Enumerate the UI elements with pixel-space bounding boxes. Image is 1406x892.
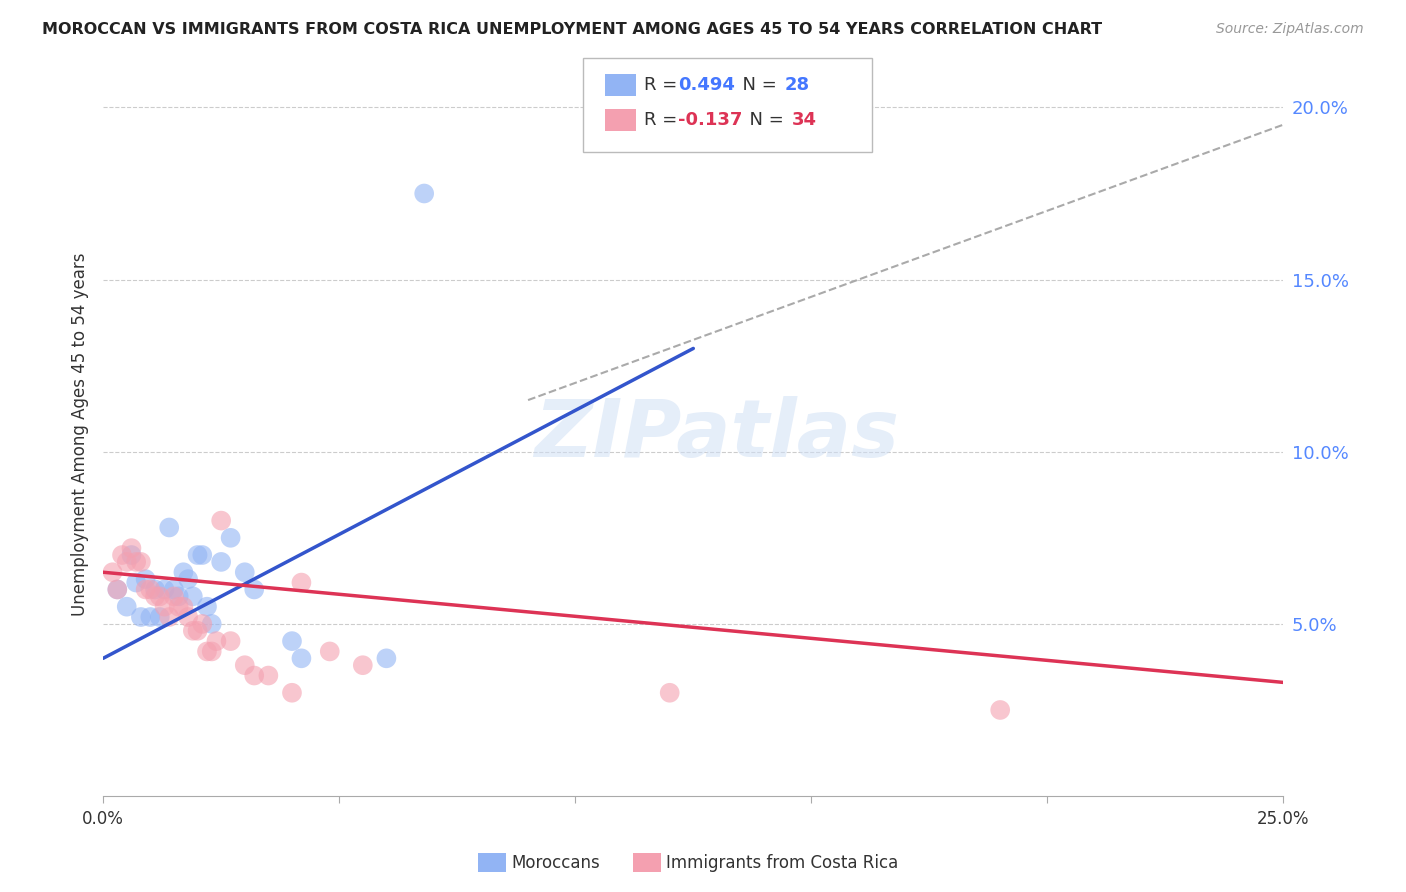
Point [129,555,152,569]
Point [139,582,162,597]
Point [257,668,280,682]
Point [219,634,242,648]
Point [157,610,180,624]
Text: Immigrants from Costa Rica: Immigrants from Costa Rica [666,854,898,871]
Point [129,610,152,624]
Point [167,599,190,614]
Point [988,703,1011,717]
Text: ZIPatlas: ZIPatlas [534,395,900,474]
Point [177,572,200,586]
Point [233,658,256,673]
Point [181,624,204,638]
Point [191,616,214,631]
Point [120,548,142,562]
Text: 0.494: 0.494 [678,76,734,94]
Point [101,566,124,580]
Point [658,686,681,700]
Point [125,555,148,569]
Point [157,520,180,534]
Text: -0.137: -0.137 [678,111,742,128]
Text: 34: 34 [792,111,817,128]
Text: 28: 28 [785,76,810,94]
Point [115,599,138,614]
Point [105,582,128,597]
Point [172,566,194,580]
Point [205,634,228,648]
Point [143,582,166,597]
Point [195,599,218,614]
Point [281,634,304,648]
Point [233,566,256,580]
Point [115,555,138,569]
Point [105,582,128,597]
Point [135,572,157,586]
Text: R =: R = [644,76,683,94]
Point [139,610,162,624]
Point [149,590,172,604]
Point [120,541,142,556]
Point [187,624,209,638]
Point [195,644,218,658]
Point [125,575,148,590]
Point [111,548,134,562]
Point [201,616,224,631]
Point [209,514,232,528]
Point [143,590,166,604]
Point [413,186,436,201]
Text: MOROCCAN VS IMMIGRANTS FROM COSTA RICA UNEMPLOYMENT AMONG AGES 45 TO 54 YEARS CO: MOROCCAN VS IMMIGRANTS FROM COSTA RICA U… [42,22,1102,37]
Point [177,610,200,624]
Point [167,590,190,604]
Y-axis label: Unemployment Among Ages 45 to 54 years: Unemployment Among Ages 45 to 54 years [72,252,89,616]
Text: N =: N = [731,76,783,94]
Point [375,651,398,665]
Point [149,610,172,624]
Point [153,582,176,597]
Point [181,590,204,604]
Point [243,582,266,597]
Text: Source: ZipAtlas.com: Source: ZipAtlas.com [1216,22,1364,37]
Point [319,644,342,658]
Text: N =: N = [738,111,790,128]
Point [352,658,374,673]
Point [243,668,266,682]
Point [201,644,224,658]
Point [187,548,209,562]
Point [281,686,304,700]
Text: R =: R = [644,111,683,128]
Text: Moroccans: Moroccans [512,854,600,871]
Point [191,548,214,562]
Point [290,651,312,665]
Point [172,599,194,614]
Point [163,582,186,597]
Point [209,555,232,569]
Point [290,575,312,590]
Point [153,599,176,614]
Point [163,590,186,604]
Point [135,582,157,597]
Point [219,531,242,545]
